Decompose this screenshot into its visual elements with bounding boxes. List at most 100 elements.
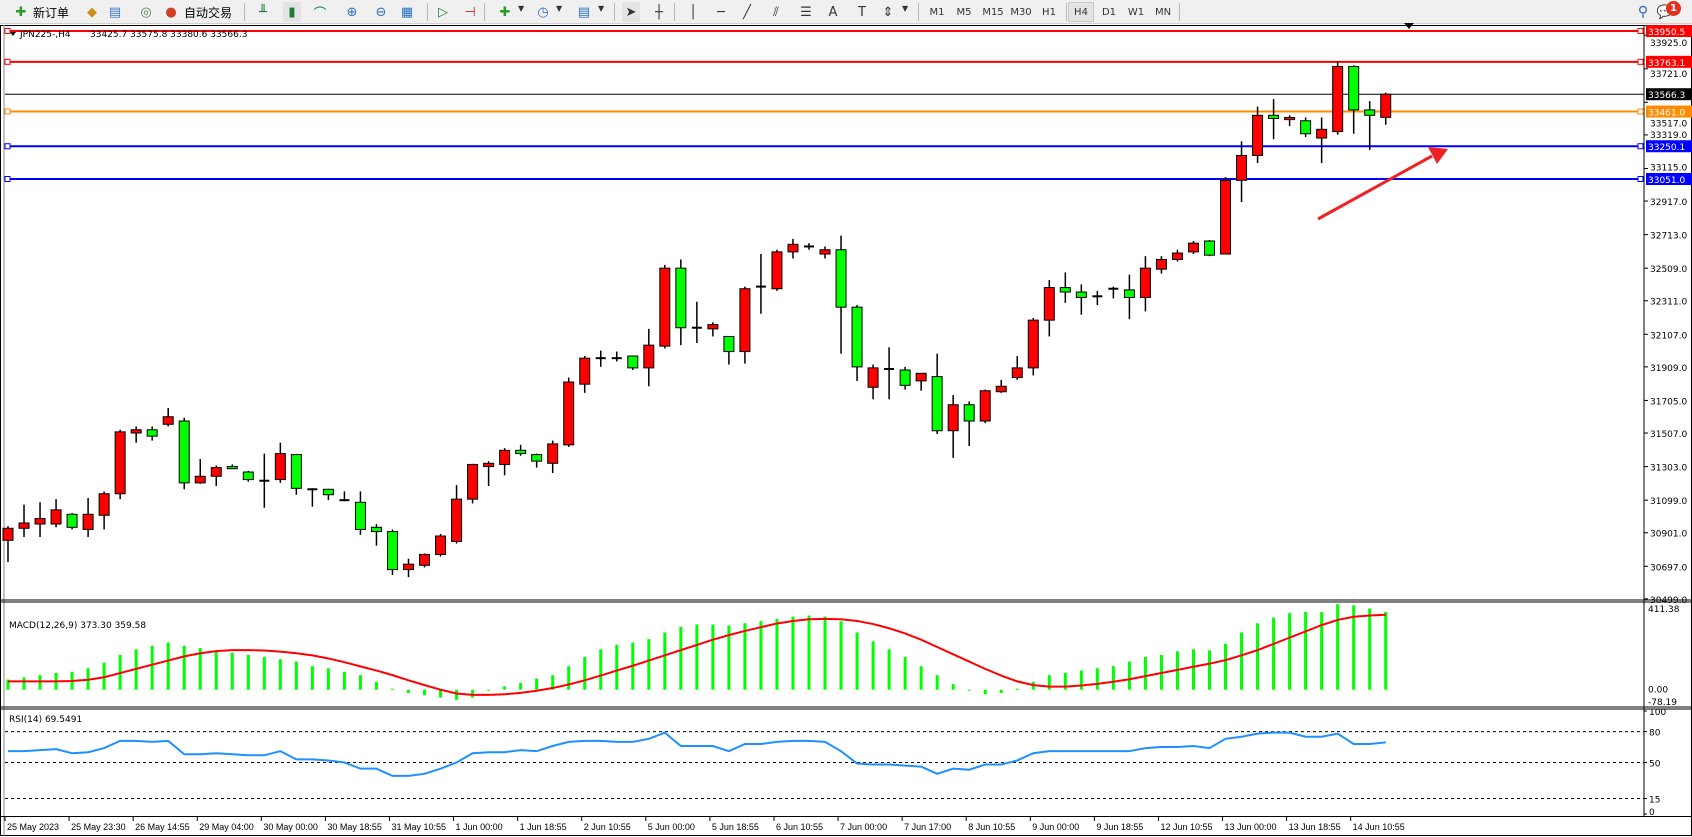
periods-dropdown-icon[interactable]: ▼ <box>556 4 563 13</box>
candle-body <box>290 454 302 489</box>
candle-body <box>1220 179 1232 255</box>
text-label-icon[interactable]: T <box>858 4 866 20</box>
macd-histogram-bar <box>919 666 923 690</box>
line-chart-icon[interactable]: ⌒ <box>313 6 327 22</box>
macd-histogram-bar <box>6 679 10 690</box>
fibonacci-icon[interactable]: ☰ <box>800 4 812 20</box>
auto-scroll-icon[interactable]: ▷ <box>438 4 448 20</box>
indicators-icon[interactable]: ▤ <box>577 4 591 20</box>
candle <box>242 470 254 482</box>
timeframe-m30[interactable]: M30 <box>1010 6 1032 18</box>
macd-signal-line <box>8 613 1386 696</box>
candle-body <box>947 404 959 432</box>
candle-body <box>867 367 879 388</box>
timeframe-h4[interactable]: H4 <box>1068 2 1094 22</box>
macd-histogram-bar <box>1079 670 1083 690</box>
timeframe-w1[interactable]: W1 <box>1127 6 1145 18</box>
candle-body <box>563 381 575 446</box>
chart-menu-triangle-icon <box>10 32 16 36</box>
time-label: 29 May 04:00 <box>199 822 254 832</box>
line-handle-icon <box>1637 58 1644 65</box>
candle-body <box>707 324 719 330</box>
candle <box>339 491 350 502</box>
candle-body <box>1332 65 1344 133</box>
candlestick-chart-icon[interactable]: ▮ <box>283 2 301 22</box>
timeframe-h1[interactable]: H1 <box>1042 6 1056 18</box>
candle-body <box>771 251 783 290</box>
time-label: 8 Jun 10:55 <box>968 822 1015 832</box>
text-icon[interactable]: A <box>828 4 838 20</box>
signals-icon[interactable]: ◎ <box>140 4 152 20</box>
macd-histogram-bar <box>1143 656 1147 690</box>
line-handle-icon <box>1637 143 1644 150</box>
candle <box>931 353 943 435</box>
timeframe-d1[interactable]: D1 <box>1101 6 1117 18</box>
annotation-arrow-head-icon <box>1428 147 1448 164</box>
candle <box>659 264 671 349</box>
time-axis: 25 May 2023 25 May 23:30 26 May 14:55 29 Ma… <box>4 817 1405 832</box>
time-label: 30 May 00:00 <box>263 822 318 832</box>
history-folder-icon[interactable]: ◆ <box>87 4 97 20</box>
candle-body <box>1316 128 1328 139</box>
line-handle-icon <box>1637 175 1644 182</box>
time-label: 13 Jun 18:55 <box>1289 822 1341 832</box>
price-tick-label: 33721.0 <box>1650 70 1687 80</box>
tile-windows-icon[interactable]: ▦ <box>400 4 414 20</box>
notification-badge[interactable]: 1 <box>1666 1 1681 16</box>
arrows-dropdown-icon[interactable]: ▼ <box>902 4 909 13</box>
auto-trading-button[interactable]: 自动交易 <box>184 5 233 20</box>
candle-body <box>1027 319 1039 369</box>
candle-body <box>739 288 751 353</box>
candle <box>884 347 895 400</box>
zoom-out-icon[interactable]: ⊖ <box>375 4 387 20</box>
price-tick-label: 32107.0 <box>1650 331 1687 341</box>
candle <box>563 377 575 448</box>
price-tick-label: 30499.0 <box>1650 596 1687 606</box>
new-order-icon[interactable]: ✚ <box>15 4 27 20</box>
new-chart-dropdown-icon[interactable]: ▼ <box>518 4 525 13</box>
vertical-line-icon[interactable]: │ <box>689 4 697 20</box>
new-chart-icon[interactable]: ✚ <box>499 4 511 20</box>
candle-body <box>979 390 991 422</box>
candle <box>723 335 735 365</box>
crosshair-icon[interactable]: ┼ <box>655 4 663 20</box>
horizontal-line-icon[interactable]: ─ <box>717 4 725 20</box>
auto-trading-icon[interactable]: ● <box>165 4 177 20</box>
price-tick-label: 31909.0 <box>1650 364 1687 374</box>
candle <box>739 286 751 364</box>
timeframe-m1[interactable]: M1 <box>929 6 945 18</box>
candle <box>1171 249 1183 262</box>
zoom-in-icon[interactable]: ⊕ <box>346 4 358 20</box>
candle <box>1075 284 1087 315</box>
macd-histogram-bar <box>246 654 250 690</box>
bar-chart-icon[interactable]: ╨ <box>259 4 267 20</box>
fibonacci-channel-icon[interactable]: ⫽ <box>773 4 779 20</box>
market-watch-icon[interactable]: ▤ <box>108 4 122 20</box>
price-tick-label: 31099.0 <box>1650 497 1687 507</box>
candle-body <box>1236 154 1248 181</box>
timeframe-mn[interactable]: MN <box>1154 6 1172 18</box>
candle <box>274 442 286 483</box>
timeframe-m15[interactable]: M15 <box>982 6 1004 18</box>
periods-clock-icon[interactable]: ◷ <box>537 4 549 20</box>
search-icon[interactable]: ⚲ <box>1637 4 1649 20</box>
trendline-icon[interactable]: ╱ <box>743 4 751 20</box>
candle-body <box>1252 114 1264 156</box>
arrows-icon[interactable]: ⇕ <box>882 4 894 20</box>
timeframe-m5[interactable]: M5 <box>956 6 972 18</box>
macd-histogram-bar <box>166 642 170 690</box>
chart-symbol-label: JPN225-,H4 <box>19 30 71 40</box>
toolbar-separator <box>1066 3 1067 21</box>
macd-histogram-bar <box>310 666 314 690</box>
chart-shift-icon[interactable]: ⊣ <box>464 4 476 20</box>
time-label: 6 Jun 10:55 <box>776 822 823 832</box>
macd-histogram-bar <box>278 659 282 690</box>
cursor-icon[interactable]: ➤ <box>622 2 640 22</box>
indicators-dropdown-icon[interactable]: ▼ <box>598 4 605 13</box>
toolbar-separator <box>918 3 919 21</box>
candle-body <box>627 355 639 369</box>
new-order-button[interactable]: 新订单 <box>33 5 70 20</box>
candle-body <box>194 475 206 484</box>
candle <box>82 498 94 538</box>
